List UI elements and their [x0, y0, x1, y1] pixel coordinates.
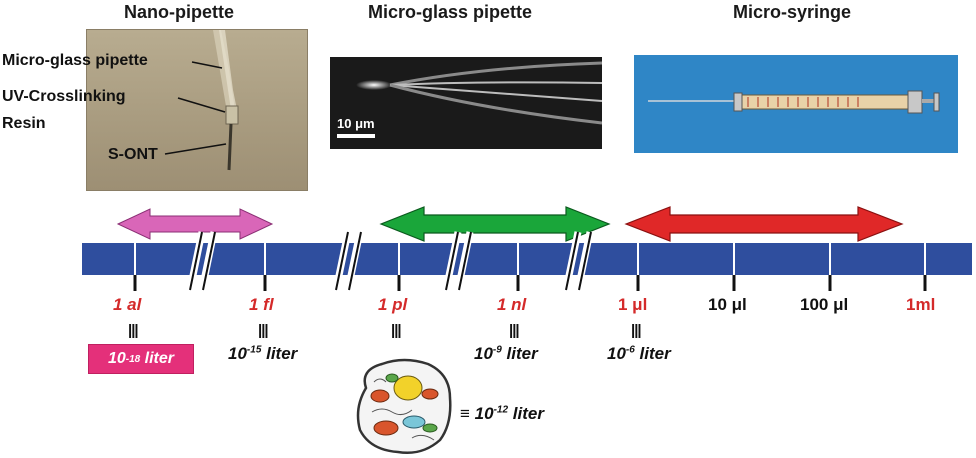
volume-label-nanoliter: 10-9 liter — [474, 344, 538, 364]
cell-illustration — [356, 358, 452, 454]
volume-label-femtoliter: 10-15 liter — [228, 344, 297, 364]
photo-label-micro-glass-pipette: Micro-glass pipette — [2, 52, 148, 69]
vol-nl-base: 10 — [474, 344, 493, 363]
equiv-symbol-fl: ||| — [258, 322, 269, 339]
equiv-symbol-pl: ||| — [391, 322, 402, 339]
equiv-symbol-ul: ||| — [631, 322, 642, 339]
vol-pl-prefix: ≡ — [460, 404, 475, 423]
vol-al-base: 10 — [107, 350, 126, 367]
nano-pipette-photo — [86, 29, 308, 191]
pink-range-arrow — [116, 208, 274, 240]
vol-pl-exp: -12 — [493, 404, 509, 416]
vol-fl-base: 10 — [228, 344, 247, 363]
tick-label-1pl: 1 pl — [378, 295, 408, 314]
equiv-symbol-al: ||| — [128, 322, 139, 339]
vol-al-unit: liter — [140, 350, 175, 367]
tick-label-1fl: 1 fl — [249, 295, 274, 314]
photo1-leader-lines — [164, 61, 227, 155]
tick-label-100ul: 100 μl — [800, 295, 849, 314]
volume-label-microliter: 10-6 liter — [607, 344, 671, 364]
tick-label-10ul: 10 μl — [708, 295, 747, 314]
equiv-symbol-nl: ||| — [509, 322, 520, 339]
volume-label-picoliter: ≡ 10-12 liter — [460, 404, 544, 424]
volume-badge-attoliter: 10 -18 liter — [88, 344, 194, 374]
vol-ul-base: 10 — [607, 344, 626, 363]
photo-label-uv-crosslinking: UV-Crosslinking — [2, 88, 126, 105]
vol-al-exp: -18 — [125, 353, 141, 365]
vol-pl-base: 10 — [474, 404, 494, 423]
vol-ul-exp: -6 — [625, 344, 635, 356]
vol-ul-unit: liter — [634, 344, 671, 363]
vol-nl-exp: -9 — [492, 344, 502, 356]
tick-label-1ml: 1ml — [906, 295, 936, 314]
micro-glass-pipette-title: Micro-glass pipette — [368, 2, 533, 22]
vol-nl-unit: liter — [501, 344, 538, 363]
photo-label-resin: Resin — [2, 115, 46, 132]
vol-fl-unit: liter — [261, 344, 298, 363]
green-range-arrow — [379, 206, 611, 242]
vol-fl-exp: -15 — [246, 344, 262, 356]
nano-pipette-title: Nano-pipette — [124, 2, 234, 22]
micro-syringe-title: Micro-syringe — [733, 2, 852, 22]
micro-syringe-photo — [634, 55, 958, 153]
tick-label-1nl: 1 nl — [497, 295, 527, 314]
volume-timeline-bar — [82, 243, 972, 275]
red-range-arrow — [624, 206, 904, 242]
photo-label-s-ont: S-ONT — [108, 146, 158, 163]
micro-glass-pipette-photo — [330, 57, 602, 149]
tick-label-1ul: 1 μl — [618, 295, 648, 314]
scale-bar — [337, 134, 375, 138]
vol-pl-unit: liter — [508, 404, 544, 423]
tick-label-1al: 1 al — [113, 295, 142, 314]
scale-bar-label: 10 μm — [337, 116, 375, 131]
